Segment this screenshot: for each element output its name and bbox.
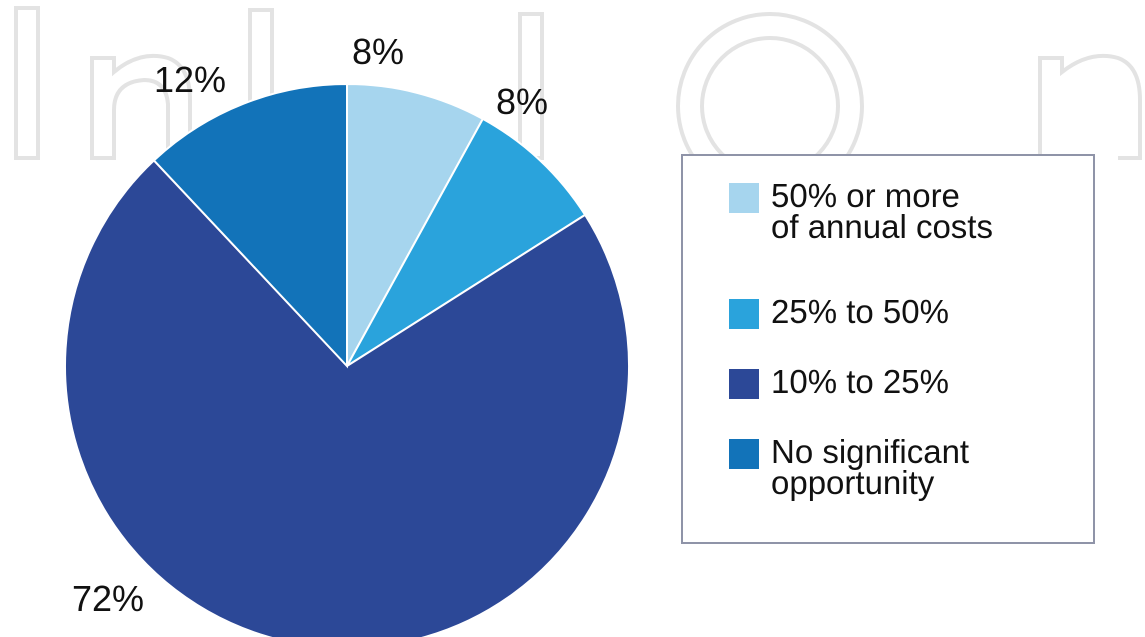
legend-swatch-dark-blue	[729, 369, 759, 399]
legend-swatch-light-blue	[729, 183, 759, 213]
slice-label-10-to-25: 72%	[72, 578, 145, 619]
legend-label-line1: 10% to 25%	[771, 363, 949, 400]
slice-25-to-50	[346, 117, 587, 367]
legend-item-10-to-25: 10% to 25%	[729, 363, 1091, 400]
slice-label-no-significant: 12%	[154, 59, 227, 100]
legend-item-25-to-50: 25% to 50%	[729, 293, 1091, 330]
slice-no-significant	[152, 82, 348, 369]
legend-label-line1: No significant	[771, 433, 970, 470]
slice-10-to-25	[64, 159, 630, 637]
slice-label-50-or-more: 8%	[352, 31, 405, 72]
legend-swatch-mid-blue	[729, 439, 759, 469]
legend-label: No significant opportunity	[771, 433, 1091, 501]
legend-label: 25% to 50%	[771, 293, 1091, 330]
legend-label-line1: 50% or more	[771, 177, 960, 214]
legend-label-line2: opportunity	[771, 464, 935, 501]
slice-label-25-to-50: 8%	[496, 81, 549, 122]
slice-50-or-more	[346, 82, 485, 367]
legend-item-50-or-more: 50% or more of annual costs	[729, 177, 1091, 245]
chart-legend: 50% or more of annual costs 25% to 50% 1…	[681, 154, 1095, 544]
legend-label: 10% to 25%	[771, 363, 1091, 400]
legend-label: 50% or more of annual costs	[771, 177, 1091, 245]
legend-label-line2: of annual costs	[771, 208, 993, 245]
legend-swatch-bright-blue	[729, 299, 759, 329]
legend-label-line1: 25% to 50%	[771, 293, 949, 330]
legend-item-no-significant: No significant opportunity	[729, 433, 1091, 501]
